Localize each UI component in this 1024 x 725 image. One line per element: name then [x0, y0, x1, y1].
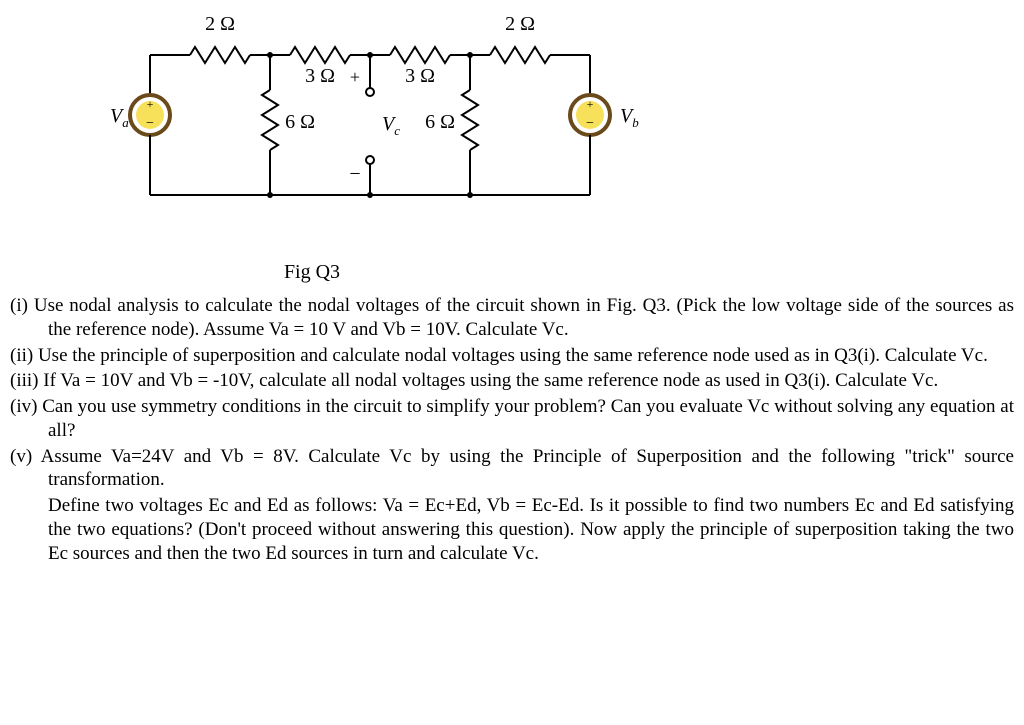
- question-iv: (iv) Can you use symmetry conditions in …: [10, 395, 1014, 443]
- src-minus-a: −: [146, 116, 154, 131]
- vc-minus: −: [349, 163, 360, 185]
- circuit-svg: + − + − 2 Ω 2 Ω 3 Ω 3 Ω 6 Ω 6 Ω + − Va V…: [90, 10, 650, 240]
- circuit-diagram: + − + − 2 Ω 2 Ω 3 Ω 3 Ω 6 Ω 6 Ω + − Va V…: [90, 10, 1014, 246]
- src-plus-a: +: [147, 97, 154, 111]
- question-iii: (iii) If Va = 10V and Vb = -10V, calcula…: [10, 369, 1014, 393]
- question-i: (i) Use nodal analysis to calculate the …: [10, 294, 1014, 342]
- question-ii: (ii) Use the principle of superposition …: [10, 344, 1014, 368]
- label-r-top-left: 2 Ω: [205, 13, 235, 35]
- label-r-mid-left: 3 Ω: [305, 65, 335, 87]
- figure-label: Fig Q3: [0, 261, 1014, 284]
- question-v-a: (v) Assume Va=24V and Vb = 8V. Calculate…: [10, 445, 1014, 493]
- label-r-top-right: 2 Ω: [505, 13, 535, 35]
- label-r-mid-right: 3 Ω: [405, 65, 435, 87]
- label-r-vert-right: 6 Ω: [425, 111, 455, 133]
- label-vc: Vc: [382, 113, 400, 138]
- label-vb: Vb: [620, 105, 639, 130]
- vc-plus: +: [350, 67, 360, 87]
- question-text: (i) Use nodal analysis to calculate the …: [10, 294, 1014, 565]
- label-r-vert-left: 6 Ω: [285, 111, 315, 133]
- question-v-b: Define two voltages Ec and Ed as follows…: [10, 494, 1014, 565]
- label-va: Va: [110, 105, 129, 130]
- src-minus-b: −: [586, 116, 594, 131]
- src-plus-b: +: [587, 97, 594, 111]
